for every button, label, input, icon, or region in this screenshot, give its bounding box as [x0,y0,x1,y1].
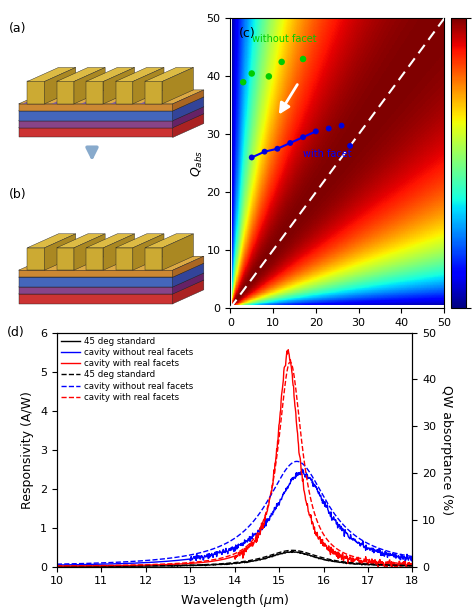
Point [299,132,307,142]
Polygon shape [18,294,173,304]
Text: without facet: without facet [252,34,316,44]
Point [248,153,255,163]
Point [299,54,307,64]
Polygon shape [18,270,173,277]
Y-axis label: QW absorptance (%): QW absorptance (%) [440,384,453,515]
Polygon shape [116,248,133,270]
Polygon shape [145,81,162,104]
Polygon shape [173,263,204,287]
Polygon shape [18,104,173,111]
Legend: 45 deg standard, cavity without real facets, cavity with real facets, 45 deg sta: 45 deg standard, cavity without real fac… [61,337,193,402]
Polygon shape [173,280,204,304]
Y-axis label: $Q_{abs}$: $Q_{abs}$ [190,150,205,177]
Polygon shape [74,68,105,104]
Point [278,57,285,67]
Point [338,121,346,131]
Polygon shape [45,234,76,270]
Polygon shape [86,68,135,81]
Polygon shape [27,81,45,104]
Polygon shape [133,68,164,104]
Polygon shape [173,256,204,277]
Polygon shape [18,287,173,294]
Polygon shape [133,234,164,270]
Polygon shape [57,234,105,248]
Text: (b): (b) [9,188,27,201]
Y-axis label: Responsivity (A/W): Responsivity (A/W) [21,391,35,509]
Polygon shape [18,128,173,137]
Polygon shape [18,121,173,128]
Polygon shape [74,234,105,270]
Polygon shape [18,97,204,111]
X-axis label: $Q_{rad}$: $Q_{rad}$ [324,333,350,349]
Point [325,124,332,134]
Polygon shape [103,234,135,270]
Polygon shape [18,107,204,121]
Polygon shape [45,68,76,104]
Polygon shape [18,111,173,121]
Text: (a): (a) [9,22,27,35]
Polygon shape [27,248,45,270]
Polygon shape [145,68,193,81]
Text: with facet: with facet [303,150,352,160]
Point [265,71,273,81]
Polygon shape [81,97,102,104]
Polygon shape [110,97,131,104]
Polygon shape [86,81,103,104]
X-axis label: Wavelength ($\mu$m): Wavelength ($\mu$m) [180,592,290,609]
Polygon shape [18,90,204,104]
Polygon shape [116,68,164,81]
Polygon shape [52,97,72,104]
Polygon shape [173,114,204,137]
Polygon shape [18,114,204,128]
Polygon shape [173,90,204,111]
Polygon shape [145,234,193,248]
Polygon shape [86,248,103,270]
Point [312,126,319,136]
Polygon shape [18,280,204,294]
Polygon shape [116,234,164,248]
Point [346,141,354,151]
Polygon shape [22,97,43,104]
Point [239,77,247,87]
Polygon shape [27,68,76,81]
Polygon shape [173,97,204,121]
Polygon shape [18,263,204,277]
Polygon shape [162,234,193,270]
Polygon shape [27,234,76,248]
Polygon shape [173,273,204,294]
Polygon shape [18,256,204,270]
Polygon shape [57,81,74,104]
Polygon shape [162,68,193,104]
Point [286,138,294,148]
Polygon shape [173,107,204,128]
Polygon shape [18,273,204,287]
Text: (c): (c) [239,27,255,40]
Polygon shape [140,97,161,104]
Point [261,147,268,156]
Polygon shape [86,234,135,248]
Polygon shape [57,68,105,81]
Point [248,68,255,78]
Polygon shape [145,248,162,270]
Text: (d): (d) [7,326,25,339]
Polygon shape [116,81,133,104]
Polygon shape [18,277,173,287]
Point [273,144,281,153]
Polygon shape [103,68,135,104]
Polygon shape [57,248,74,270]
